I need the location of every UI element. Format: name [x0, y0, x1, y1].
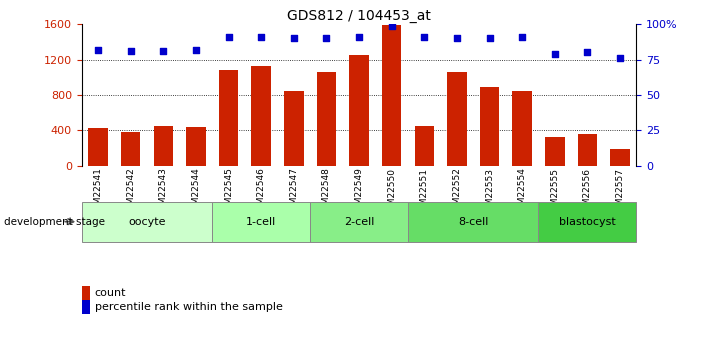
Bar — [513, 91, 532, 166]
Text: GSM22551: GSM22551 — [419, 168, 429, 217]
Point — [451, 36, 463, 41]
Text: development stage: development stage — [4, 217, 105, 227]
Bar — [219, 70, 238, 166]
Text: GSM22548: GSM22548 — [322, 168, 331, 216]
Bar — [186, 127, 205, 166]
Bar — [310, 202, 408, 242]
Text: 2-cell: 2-cell — [344, 217, 374, 227]
Point — [92, 47, 104, 52]
Title: GDS812 / 104453_at: GDS812 / 104453_at — [287, 9, 431, 23]
Bar — [349, 55, 369, 166]
Text: 8-cell: 8-cell — [458, 217, 488, 227]
Bar — [415, 126, 434, 166]
Text: GSM22542: GSM22542 — [126, 168, 135, 216]
Point — [125, 48, 137, 54]
Text: percentile rank within the sample: percentile rank within the sample — [95, 302, 282, 312]
Text: GSM22552: GSM22552 — [452, 168, 461, 216]
Point — [321, 36, 332, 41]
Text: GSM22541: GSM22541 — [94, 168, 102, 216]
Bar — [316, 72, 336, 166]
Bar — [82, 202, 213, 242]
Text: GSM22553: GSM22553 — [485, 168, 494, 217]
Bar — [610, 149, 630, 166]
Text: blastocyst: blastocyst — [559, 217, 616, 227]
Text: GSM22557: GSM22557 — [616, 168, 624, 217]
Text: GSM22549: GSM22549 — [355, 168, 363, 216]
Text: GSM22544: GSM22544 — [191, 168, 201, 216]
Point — [353, 34, 365, 40]
Text: GSM22547: GSM22547 — [289, 168, 299, 216]
Point — [386, 23, 397, 28]
Bar — [121, 132, 141, 166]
Point — [549, 51, 560, 57]
Text: GSM22543: GSM22543 — [159, 168, 168, 216]
Bar — [447, 72, 466, 166]
Bar — [577, 134, 597, 166]
Bar — [154, 126, 173, 166]
Text: count: count — [95, 288, 126, 298]
Point — [614, 55, 626, 61]
Text: GSM22545: GSM22545 — [224, 168, 233, 216]
Bar — [213, 202, 310, 242]
Point — [582, 50, 593, 55]
Point — [191, 47, 202, 52]
Text: GSM22554: GSM22554 — [518, 168, 527, 216]
Text: GSM22556: GSM22556 — [583, 168, 592, 217]
Bar — [538, 202, 636, 242]
Point — [484, 36, 496, 41]
Bar — [88, 128, 108, 166]
Text: GSM22555: GSM22555 — [550, 168, 560, 217]
Text: 1-cell: 1-cell — [246, 217, 277, 227]
Point — [419, 34, 430, 40]
Bar — [252, 66, 271, 166]
Text: GSM22546: GSM22546 — [257, 168, 266, 216]
Bar — [480, 87, 499, 166]
Bar — [382, 25, 402, 166]
Bar — [545, 137, 565, 166]
Point — [223, 34, 234, 40]
Point — [255, 34, 267, 40]
Text: oocyte: oocyte — [128, 217, 166, 227]
Point — [288, 36, 299, 41]
Point — [158, 48, 169, 54]
Bar — [284, 91, 304, 166]
Point — [516, 34, 528, 40]
Text: GSM22550: GSM22550 — [387, 168, 396, 217]
Bar — [408, 202, 538, 242]
